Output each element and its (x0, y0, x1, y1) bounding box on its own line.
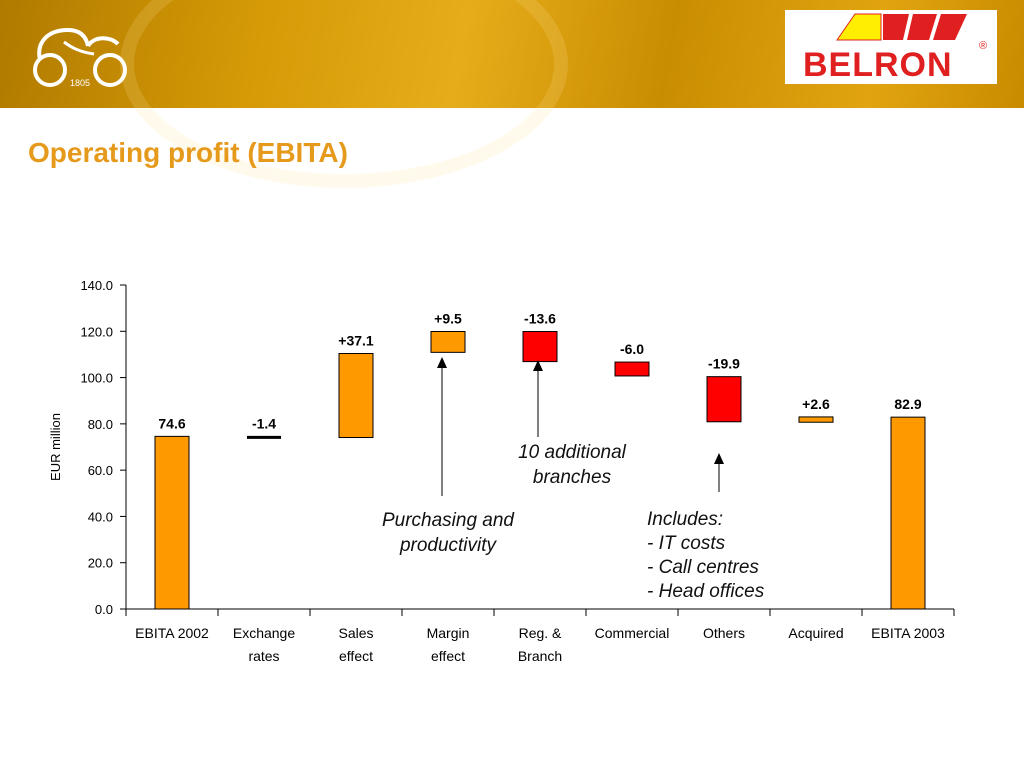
bar-value-label: -13.6 (524, 311, 556, 327)
x-category-label: Commercial (595, 625, 670, 641)
waterfall-bar (154, 435, 190, 610)
bar-value-label: +2.6 (802, 396, 830, 412)
x-category-label: Reg. & (519, 625, 562, 641)
belron-stripes-icon (836, 13, 967, 41)
x-category-label: effect (339, 648, 373, 664)
bar-value-label: -1.4 (252, 415, 276, 431)
y-tick-label: 0.0 (95, 602, 113, 617)
y-tick-label: 20.0 (88, 556, 113, 571)
y-tick-label: 40.0 (88, 509, 113, 524)
waterfall-bar (798, 416, 834, 423)
annotation-branches-line2: branches (532, 467, 612, 488)
annotation-purchasing-line1: Purchasing and (381, 510, 515, 531)
annotation-includes: Includes: - IT costs - Call centres - He… (647, 508, 797, 604)
registered-mark: ® (979, 40, 988, 52)
carriage-logo-icon: 1805 (33, 27, 127, 88)
belron-wordmark: BELRON (803, 46, 953, 84)
bar-value-label: -19.9 (708, 356, 740, 372)
x-category-label: Acquired (788, 625, 843, 641)
x-category-label: EBITA 2002 (135, 625, 209, 641)
annotation-includes-line2: - IT costs (647, 533, 726, 554)
bar-value-label: 82.9 (894, 396, 921, 412)
waterfall-bar (338, 353, 374, 439)
x-category-label: EBITA 2003 (871, 625, 945, 641)
x-category-label: Exchange (233, 625, 295, 641)
arrowhead-purchasing (437, 357, 447, 368)
arrowhead-branches (533, 360, 543, 371)
x-category-label: Branch (518, 648, 562, 664)
annotation-includes-line1: Includes: (647, 509, 724, 530)
logo-year: 1805 (70, 78, 90, 88)
y-tick-label: 140.0 (80, 278, 113, 293)
bar-value-label: 74.6 (158, 415, 185, 431)
x-category-label: Others (703, 625, 745, 641)
bar-value-label: +9.5 (434, 311, 462, 327)
x-category-label: rates (248, 648, 279, 664)
waterfall-bar (706, 376, 742, 423)
waterfall-bar (522, 331, 558, 363)
x-category-label: Margin (427, 625, 470, 641)
y-tick-label: 60.0 (88, 463, 113, 478)
x-category-label: effect (431, 648, 465, 664)
y-tick-label: 80.0 (88, 417, 113, 432)
annotation-purchasing: Purchasing and productivity (362, 508, 534, 558)
y-tick-label: 100.0 (80, 371, 113, 386)
waterfall-bar (614, 361, 650, 377)
y-tick-label: 120.0 (80, 324, 113, 339)
page-title: Operating profit (EBITA) (28, 137, 348, 168)
annotation-branches: 10 additional branches (496, 440, 648, 490)
annotation-includes-line4: - Head offices (647, 581, 765, 602)
arrowhead-includes (714, 453, 724, 464)
belron-logo: BELRON ® (785, 10, 997, 84)
annotation-purchasing-line2: productivity (399, 535, 497, 556)
waterfall-bar (890, 416, 926, 610)
bar-value-label: -6.0 (620, 341, 644, 357)
annotation-includes-line3: - Call centres (647, 557, 759, 578)
bar-value-label: +37.1 (338, 333, 374, 349)
y-axis-label: EUR million (48, 413, 63, 481)
annotation-branches-line1: 10 additional (518, 442, 626, 463)
waterfall-bar (430, 331, 466, 353)
x-category-label: Sales (338, 625, 373, 641)
